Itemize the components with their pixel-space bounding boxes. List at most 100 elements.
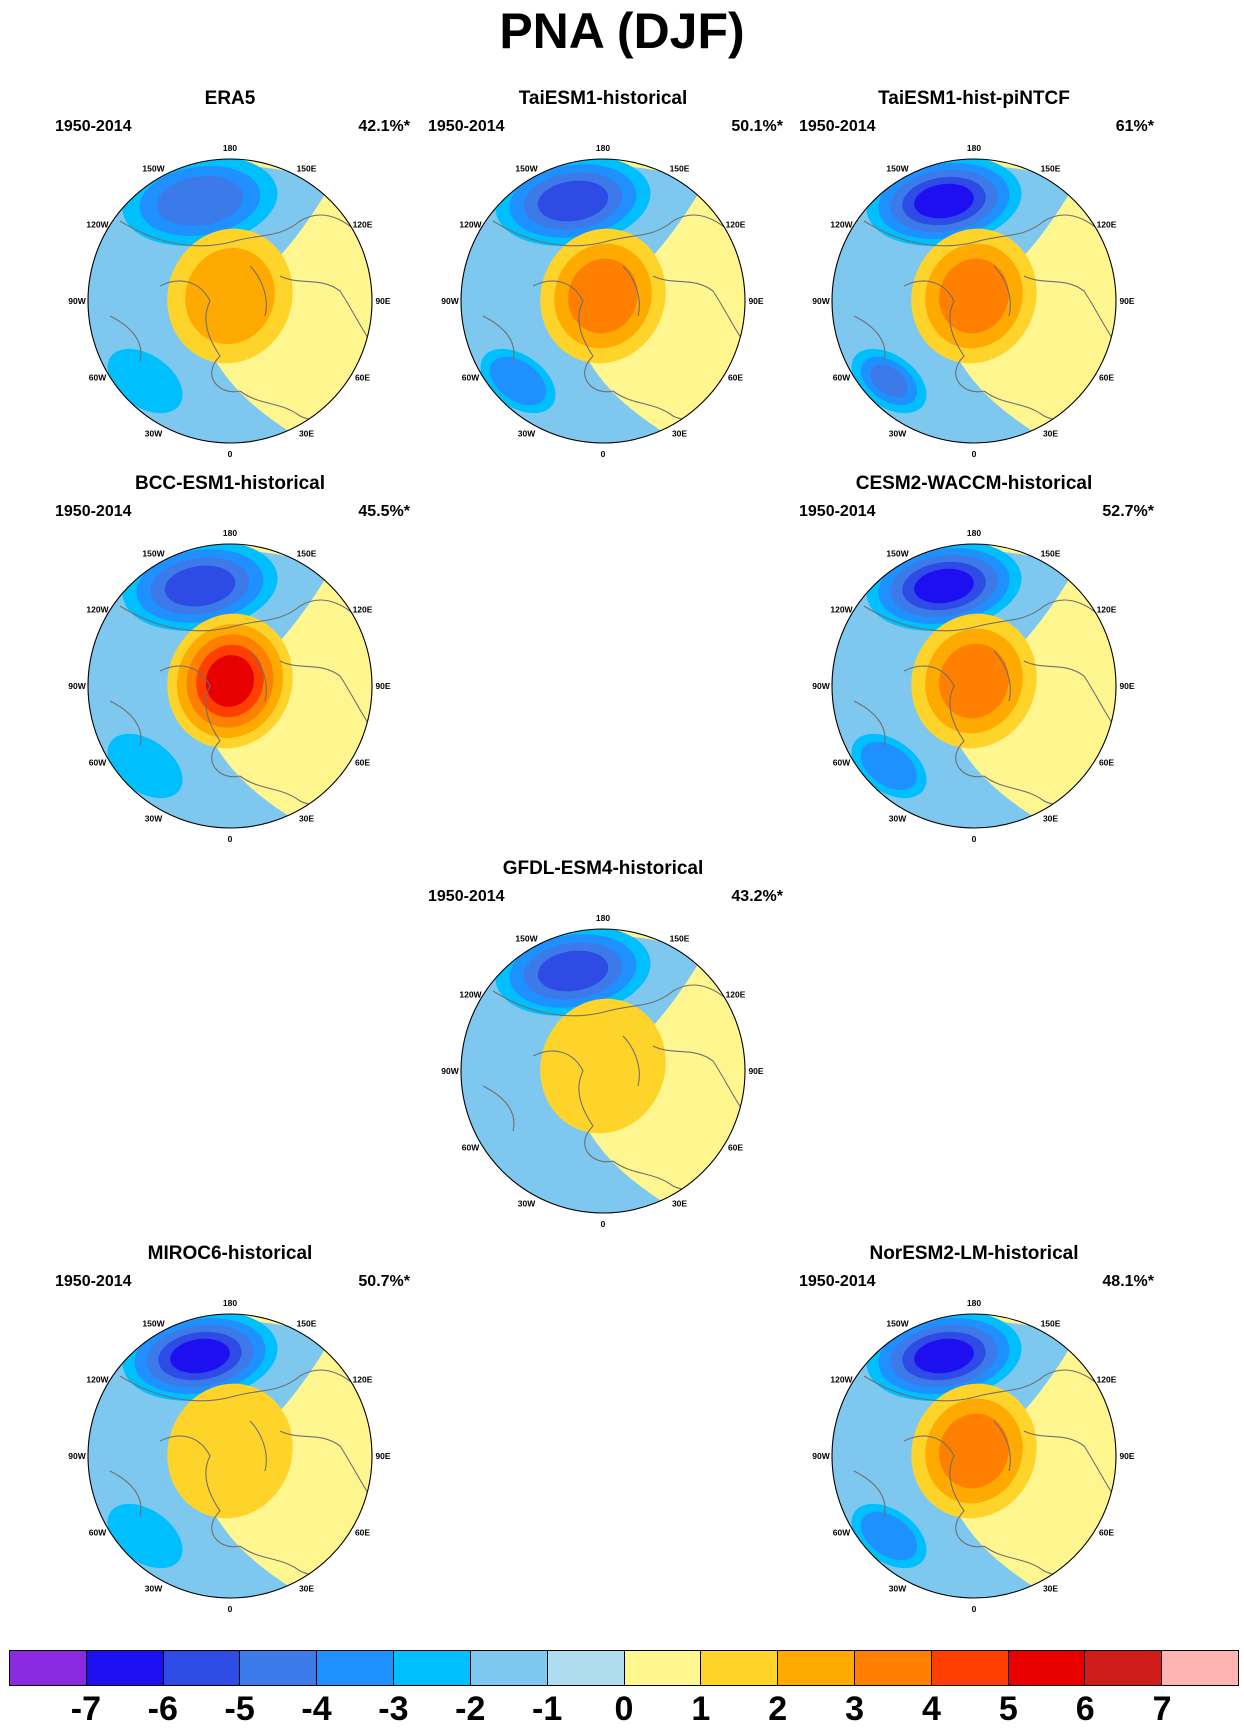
panel-bcc-esm1-historical: BCC-ESM1-historical 1950-2014 45.5%* 180 150… xyxy=(50,473,450,863)
longitude-label: 0 xyxy=(972,1604,977,1614)
longitude-label: 90W xyxy=(68,1451,86,1461)
coastline xyxy=(492,984,744,1017)
colorbar-label: 3 xyxy=(845,1690,865,1728)
panel-era5: ERA5 1950-2014 42.1%* 180 150E 120E 90E 60E 30E 0… xyxy=(50,88,450,478)
colorbar-segment xyxy=(317,1651,395,1685)
map-border xyxy=(831,543,1117,829)
atlantic-low-contour xyxy=(107,1503,183,1569)
longitude-label: 180 xyxy=(967,143,981,153)
colorbar-segment xyxy=(778,1651,855,1685)
coastline xyxy=(863,214,1115,247)
polar-map: 180 150E 120E 90E 60E 30E 0 30W 60W 90W 120W 150W xyxy=(68,1298,391,1614)
longitude-label: 90E xyxy=(1119,296,1134,306)
longitude-label: 0 xyxy=(972,834,977,844)
longitude-label: 60E xyxy=(355,758,370,768)
coastline xyxy=(159,665,241,778)
longitude-label: 60W xyxy=(89,758,107,768)
period-label: 1950-2014 xyxy=(428,118,505,135)
longitude-label: 150W xyxy=(515,163,538,173)
longitude-label: 30W xyxy=(145,1584,163,1594)
longitude-label: 60W xyxy=(833,373,851,383)
longitude-label: 120E xyxy=(726,220,746,230)
polar-map: 180 150E 120E 90E 60E 30E 0 30W 60W 90W 120W 150W xyxy=(441,143,764,459)
longitude-label: 30E xyxy=(672,1199,687,1209)
longitude-label: 30E xyxy=(1043,814,1058,824)
longitude-label: 120E xyxy=(1097,1375,1117,1385)
map-border xyxy=(87,1313,373,1599)
colorbar-segment xyxy=(547,1651,625,1685)
colorbar-segment xyxy=(394,1651,471,1685)
colorbar-segment xyxy=(240,1651,318,1685)
longitude-label: 60E xyxy=(728,373,743,383)
coastline xyxy=(482,315,515,362)
colorbar-label: 2 xyxy=(768,1690,788,1728)
longitude-label: 0 xyxy=(228,834,233,844)
colorbar-segment xyxy=(163,1651,241,1685)
coastline xyxy=(1023,1430,1115,1497)
longitude-label: 0 xyxy=(601,1219,606,1229)
longitude-label: 30W xyxy=(889,429,907,439)
colorbar-label: -6 xyxy=(147,1690,178,1728)
colorbar-label: -3 xyxy=(378,1690,409,1728)
longitude-label: 120E xyxy=(1097,605,1117,615)
longitude-label: 30W xyxy=(518,1199,536,1209)
longitude-label: 90E xyxy=(375,681,390,691)
longitude-label: 90E xyxy=(748,296,763,306)
colorbar-segment xyxy=(701,1651,779,1685)
longitude-label: 60E xyxy=(1099,758,1114,768)
coastline xyxy=(249,1420,267,1472)
coastline xyxy=(853,315,886,362)
coastline xyxy=(863,599,1115,632)
longitude-label: 30W xyxy=(518,429,536,439)
coastline xyxy=(903,280,985,393)
period-label: 1950-2014 xyxy=(55,503,132,520)
coastline xyxy=(279,1430,371,1497)
longitude-label: 90E xyxy=(375,296,390,306)
panel-gfdl-esm4-historical: GFDL-ESM4-historical 1950-2014 43.2%* 180 15… xyxy=(423,858,823,1248)
longitude-label: 180 xyxy=(223,528,237,538)
explained-variance-label: 42.1%* xyxy=(358,118,410,135)
main-title: PNA (DJF) xyxy=(499,3,745,59)
pacific-low-contour xyxy=(537,950,609,992)
coastline xyxy=(109,1470,142,1517)
polar-map: 180 150E 120E 90E 60E 30E 0 30W 60W 90W 120W 150W xyxy=(812,1298,1135,1614)
polar-map: 180 150E 120E 90E 60E 30E 0 30W 60W 90W 120W 150W xyxy=(812,528,1135,844)
longitude-label: 150E xyxy=(1041,548,1061,558)
coastline xyxy=(119,1369,371,1402)
colorbar-label: -1 xyxy=(532,1690,563,1728)
longitude-label: 120W xyxy=(86,1375,109,1385)
coastline xyxy=(482,1085,515,1132)
coastline xyxy=(993,265,1011,317)
coastline xyxy=(993,650,1011,702)
panel-miroc6-historical: MIROC6-historical 1950-2014 50.7%* 180 150E 1… xyxy=(50,1243,450,1633)
colorbar-segment xyxy=(854,1651,932,1685)
map-border xyxy=(831,1313,1117,1599)
longitude-label: 60W xyxy=(833,758,851,768)
colorbar-label: 5 xyxy=(998,1690,1018,1728)
high-contour xyxy=(540,998,666,1134)
high-contour xyxy=(939,1413,1009,1489)
longitude-label: 60E xyxy=(355,1528,370,1538)
longitude-label: 30E xyxy=(1043,1584,1058,1594)
colorbar-label: 0 xyxy=(614,1690,634,1728)
panel-title: ERA5 xyxy=(204,88,256,109)
panel-title: MIROC6-historical xyxy=(147,1243,313,1264)
panel-title: CESM2-WACCM-historical xyxy=(855,473,1093,494)
longitude-label: 120E xyxy=(1097,220,1117,230)
colorbar-segment xyxy=(931,1651,1009,1685)
longitude-label: 120W xyxy=(830,1375,853,1385)
longitude-label: 0 xyxy=(228,1604,233,1614)
coastline xyxy=(119,599,371,632)
coastline xyxy=(622,1035,640,1087)
period-label: 1950-2014 xyxy=(799,1273,876,1290)
panel-title: BCC-ESM1-historical xyxy=(134,473,326,494)
longitude-label: 90W xyxy=(68,296,86,306)
longitude-label: 120W xyxy=(459,990,482,1000)
panel-title: GFDL-ESM4-historical xyxy=(502,858,704,879)
colorbar-label: -5 xyxy=(224,1690,255,1728)
coastline xyxy=(1023,660,1115,727)
colorbar-segment xyxy=(1008,1651,1086,1685)
pacific-low-contour xyxy=(914,183,974,219)
coastline xyxy=(903,1435,985,1548)
longitude-label: 30W xyxy=(145,429,163,439)
